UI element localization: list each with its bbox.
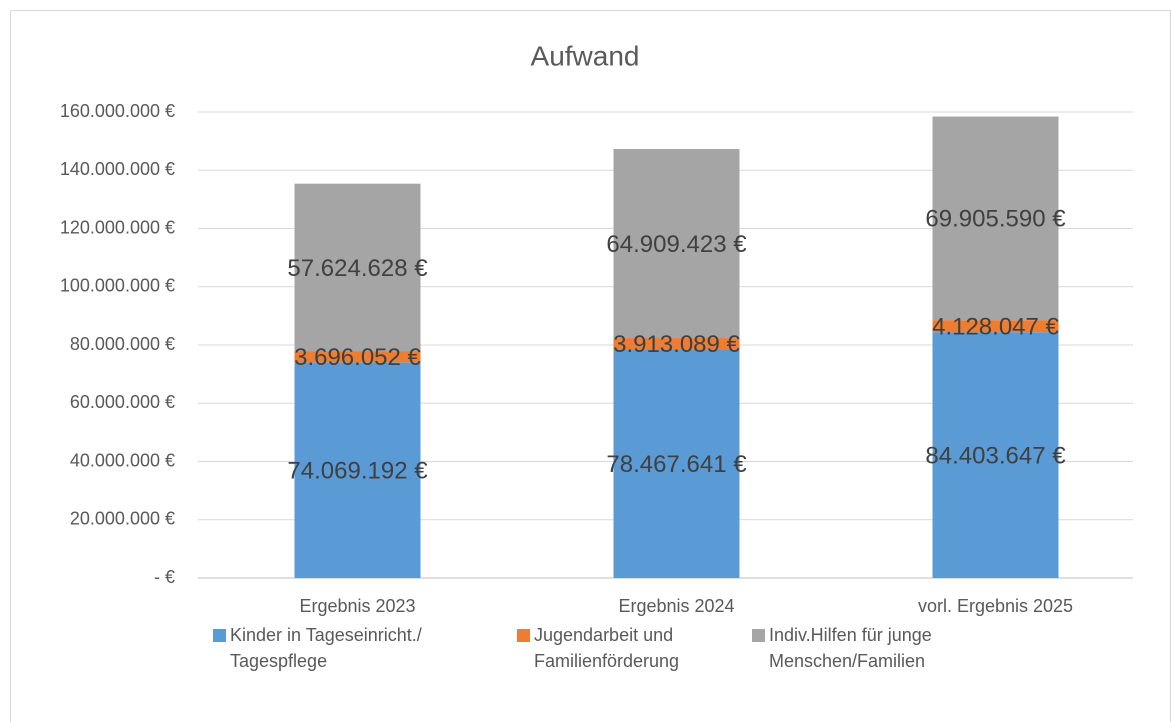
x-tick-label: Ergebnis 2023 [299,596,415,616]
bar-segment [294,351,421,363]
y-tick-label: 20.000.000 € [70,509,175,529]
bar-segment [294,362,421,578]
legend-item: Indiv.Hilfen für junge Menschen/Familien [752,622,1009,674]
data-label: 3.696.052 € [294,344,421,371]
legend-item: Kinder in Tageseinricht./ Tagespflege [213,622,500,674]
data-label: 4.128.047 € [932,314,1059,341]
bar-segment [932,332,1059,578]
bar-segment [613,149,740,339]
y-tick-label: - € [154,567,175,587]
data-label: 69.905.590 € [925,206,1066,233]
y-tick-label: 160.000.000 € [60,101,175,121]
chart-title: Aufwand [531,40,640,71]
data-label: 3.913.089 € [613,331,740,358]
bar-segment [932,116,1059,321]
bar-segment [294,183,421,352]
y-tick-label: 100.000.000 € [60,276,175,296]
bar-segment [932,320,1059,333]
x-tick-label: vorl. Ergebnis 2025 [918,596,1073,616]
y-tick-label: 60.000.000 € [70,392,175,412]
legend-swatch [752,629,765,642]
data-label: 78.467.641 € [606,451,747,478]
legend-swatch [517,629,530,642]
legend-item: Jugendarbeit und Familienförderung [517,622,754,674]
data-label: 74.069.192 € [287,457,428,484]
data-label: 57.624.628 € [287,255,428,282]
y-tick-label: 140.000.000 € [60,159,175,179]
data-label: 64.909.423 € [606,231,747,258]
data-label: 84.403.647 € [925,442,1066,469]
bar-segment [613,349,740,578]
x-tick-label: Ergebnis 2024 [618,596,734,616]
y-tick-label: 120.000.000 € [60,217,175,237]
legend-swatch [213,629,226,642]
y-tick-label: 40.000.000 € [70,450,175,470]
legend-label: Indiv.Hilfen für junge Menschen/Familien [769,625,932,671]
bar-segment [613,338,740,350]
y-tick-label: 80.000.000 € [70,334,175,354]
legend-label: Kinder in Tageseinricht./ Tagespflege [230,625,422,671]
legend-label: Jugendarbeit und Familienförderung [534,625,680,671]
